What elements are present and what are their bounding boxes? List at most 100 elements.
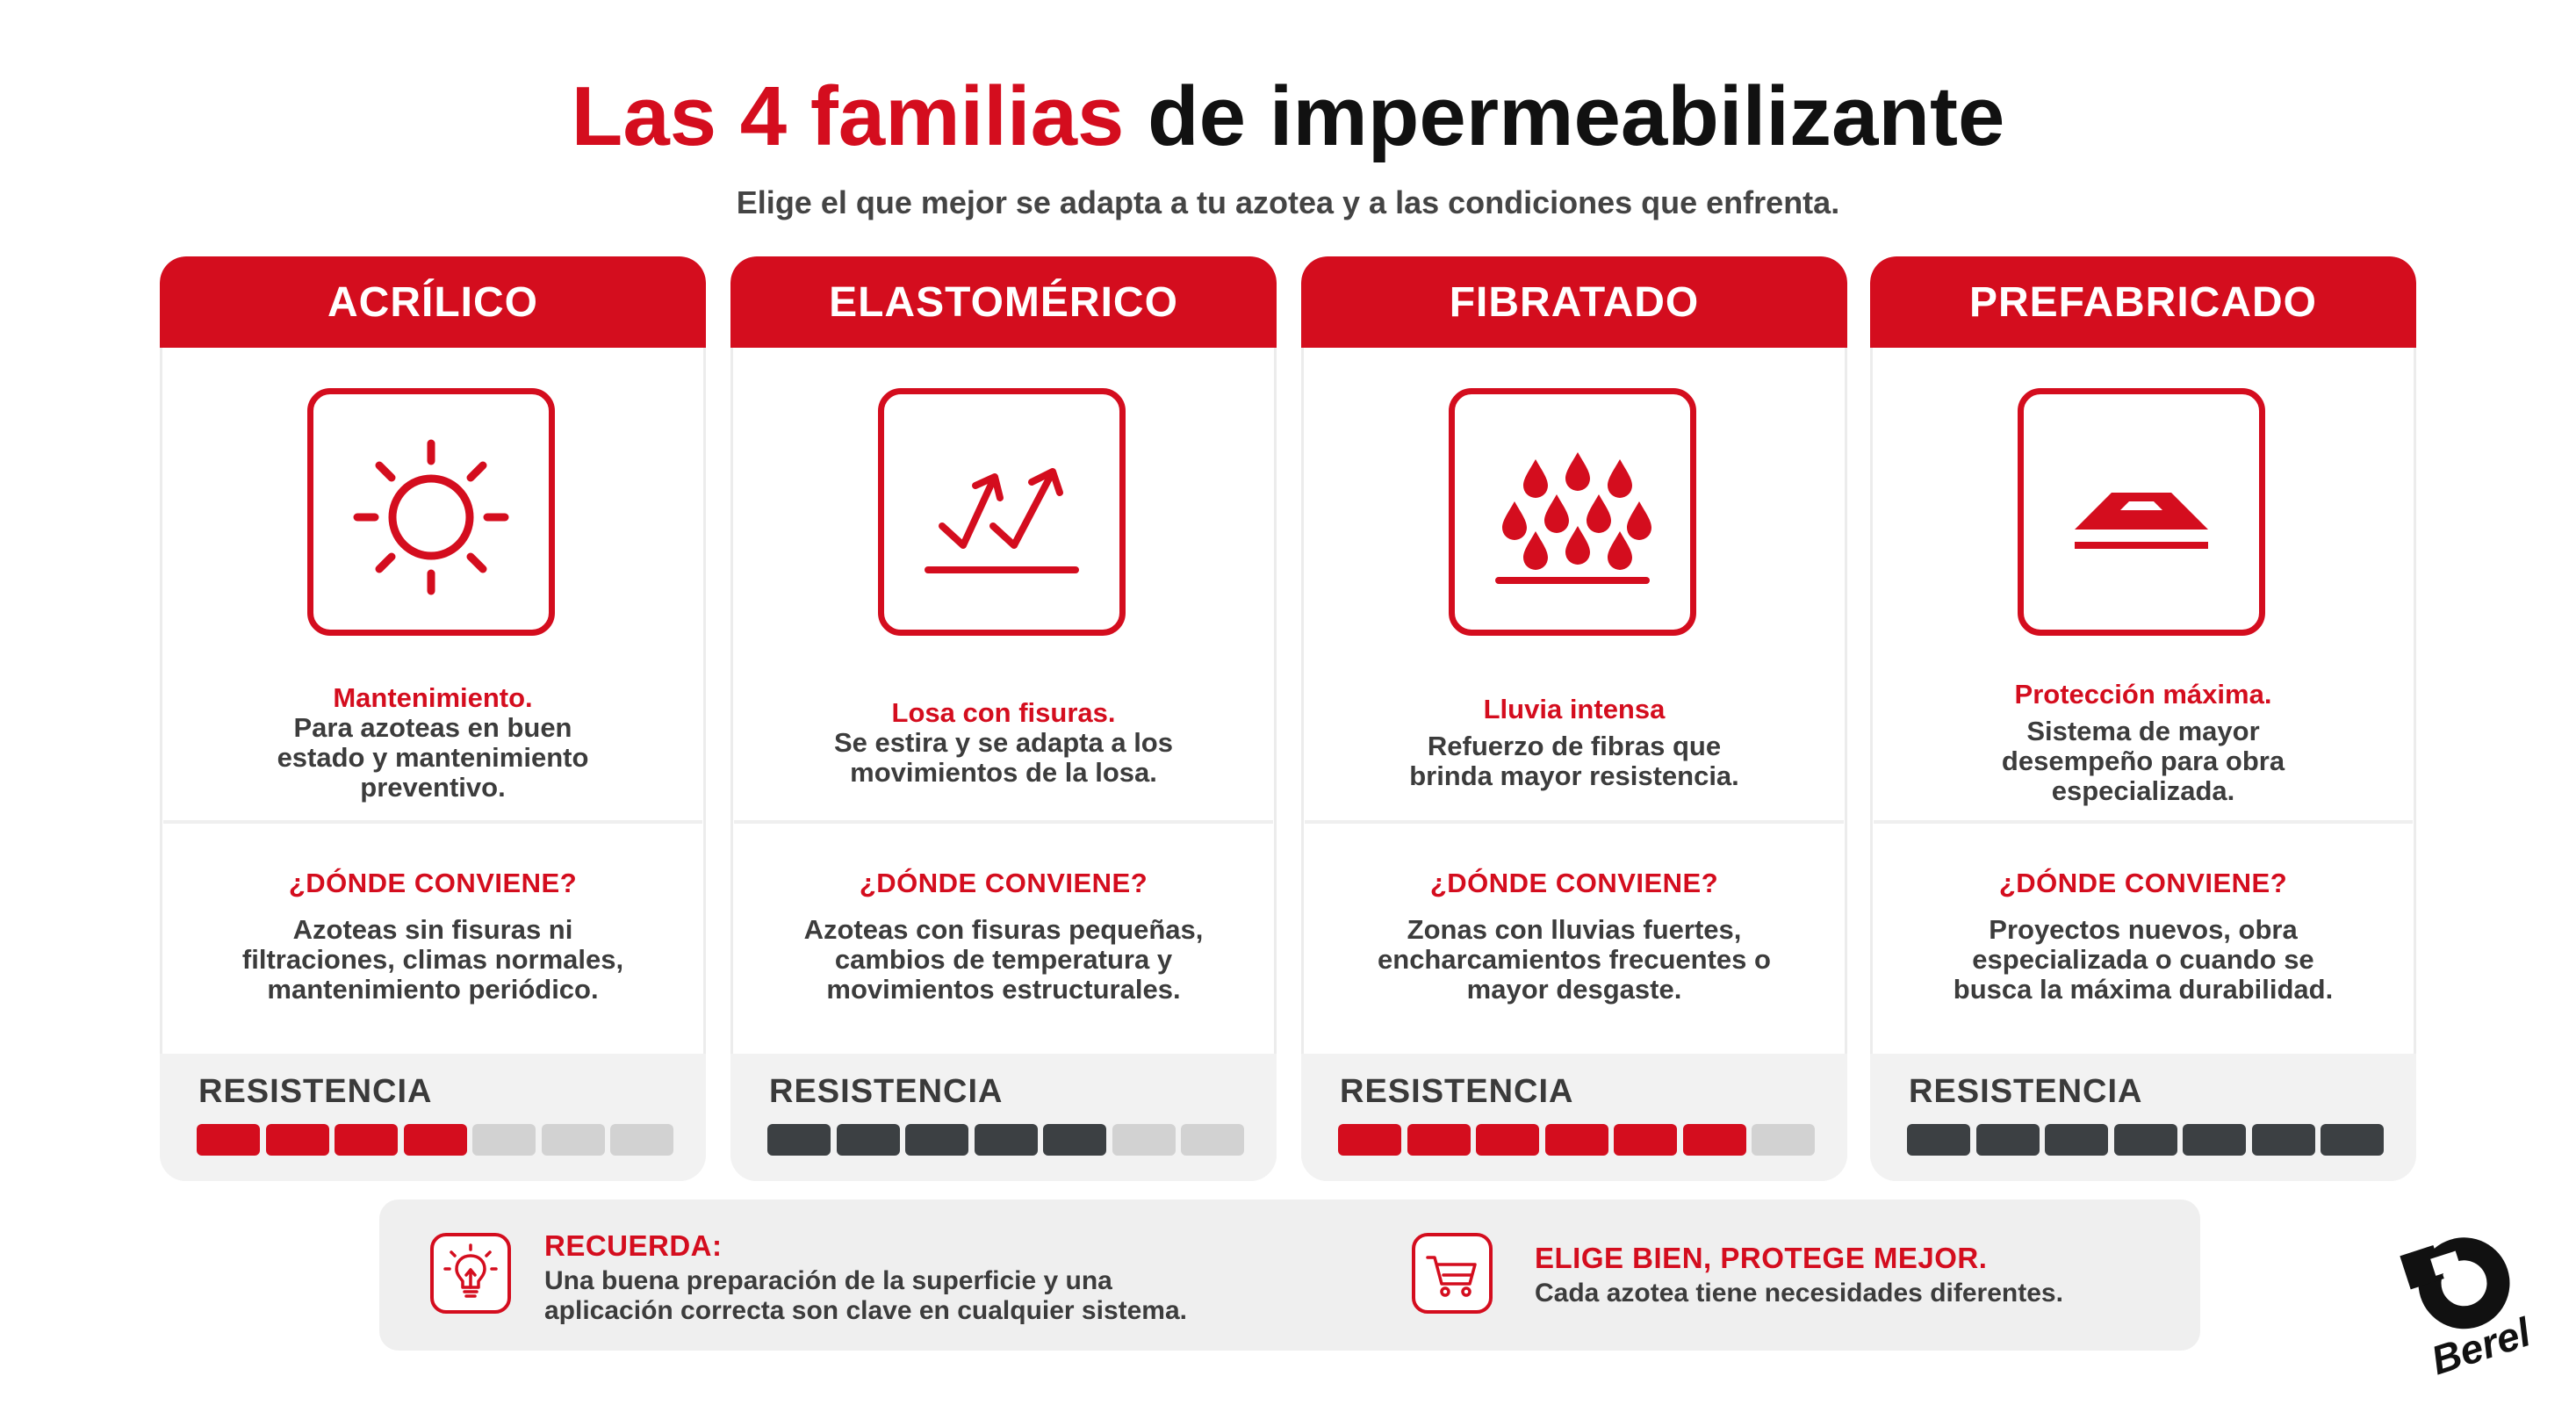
where-title: ¿DÓNDE CONVIENE? [288,868,578,898]
where-line: cambios de temperatura y [834,944,1173,975]
divider [734,820,1273,824]
resistance-segment [2113,1124,2177,1156]
resistance-segment [1181,1124,1244,1156]
card-description: Mantenimiento. Para azoteas en buen esta… [177,673,688,813]
resistance-segment [2321,1124,2384,1156]
divider [1874,820,2413,824]
resistance-panel: RESISTENCIA [730,1054,1277,1181]
card-description: Lluvia intensa Refuerzo de fibras que br… [1319,673,1830,813]
resistance-label: RESISTENCIA [1909,1073,2143,1110]
where-line: busca la máxima durabilidad. [1953,974,2334,1005]
resistance-segment [836,1124,900,1156]
resistance-segment [610,1124,673,1156]
resistance-meter [767,1124,1244,1156]
footer-left-line: aplicación correcta son clave en cualqui… [544,1296,1187,1325]
divider [163,820,702,824]
page-subtitle: Elige el que mejor se adapta a tu azotea… [736,184,1840,220]
footer-left-line: Una buena preparación de la superficie y… [544,1266,1112,1295]
where-line: especializada o cuando se [1972,944,2314,975]
card-fibratado: FIBRATADO Lluvia intensa Refuerzo de fib… [1301,256,1847,1181]
where-text: Azoteas con fisuras pequeñas, cambios de… [748,915,1259,1005]
resistance-panel: RESISTENCIA [1870,1054,2416,1181]
card-prefabricado: PREFABRICADO Protección máxima. Sistema … [1870,256,2416,1181]
resistance-meter [197,1124,673,1156]
card-description: Losa con fisuras. Se estira y se adapta … [748,673,1259,813]
resistance-segment [2183,1124,2246,1156]
where-line: Proyectos nuevos, obra [1989,914,2298,945]
where-text: Zonas con lluvias fuertes, encharcamient… [1319,915,1830,1005]
description-line: Refuerzo de fibras que [1427,731,1722,761]
footer-right-title: ELIGE BIEN, PROTEGE MEJOR. [1535,1242,1988,1274]
resistance-panel: RESISTENCIA [1301,1054,1847,1181]
where-text: Proyectos nuevos, obra especializada o c… [1888,915,2399,1005]
roof-icon [2018,388,2265,636]
divider [1305,820,1844,824]
resistance-segment [1476,1124,1539,1156]
footer-panel: RECUERDA: Una buena preparación de la su… [379,1200,2200,1351]
resistance-label: RESISTENCIA [1340,1073,1574,1110]
stretch-arrows-icon [878,388,1126,636]
resistance-segment [1407,1124,1471,1156]
resistance-segment [1907,1124,1970,1156]
resistance-segment [1112,1124,1176,1156]
description-line: brinda mayor resistencia. [1409,760,1739,791]
card-header: PREFABRICADO [1870,256,2416,348]
footer-left-title: RECUERDA: [544,1229,723,1262]
card-header: FIBRATADO [1301,256,1847,348]
resistance-segment [905,1124,968,1156]
card-highlight: Mantenimiento. [333,682,533,713]
resistance-label: RESISTENCIA [198,1073,433,1110]
resistance-segment [1544,1124,1608,1156]
description-line: estado y mantenimiento [277,742,589,773]
card-highlight: Protección máxima. [2014,679,2272,710]
resistance-segment [2045,1124,2108,1156]
description-line: movimientos de la losa. [850,757,1157,788]
card-acrilico: ACRÍLICO Mantenimiento. Para azoteas en … [160,256,706,1181]
where-line: Azoteas con fisuras pequeñas, [803,914,1204,945]
card-highlight: Losa con fisuras. [891,697,1116,728]
description-line: Sistema de mayor [2026,716,2260,746]
card-highlight: Lluvia intensa [1483,694,1666,724]
description-line: especializada. [2051,775,2235,806]
card-header: ELASTOMÉRICO [730,256,1277,348]
resistance-segment [1043,1124,1106,1156]
lightbulb-icon [430,1233,511,1314]
resistance-segment [197,1124,260,1156]
berel-logo-icon: Berel [2381,1215,2548,1383]
heavy-rain-icon [1449,388,1696,636]
description-line: Se estira y se adapta a los [834,727,1173,758]
where-line: filtraciones, climas normales, [241,944,624,975]
resistance-segment [974,1124,1038,1156]
resistance-segment [1752,1124,1815,1156]
where-line: mayor desgaste. [1466,974,1682,1005]
where-line: Azoteas sin fisuras ni [292,914,573,945]
resistance-segment [403,1124,467,1156]
resistance-segment [541,1124,605,1156]
resistance-segment [472,1124,536,1156]
page-title: Las 4 familias de impermeabilizante [0,68,2576,165]
where-title: ¿DÓNDE CONVIENE? [1998,868,2288,898]
footer-left-text: Una buena preparación de la superficie y… [544,1266,1187,1326]
card-description: Protección máxima. Sistema de mayor dese… [1888,673,2399,813]
where-line: mantenimiento periódico. [267,974,599,1005]
card-header: ACRÍLICO [160,256,706,348]
description-line: desempeño para obra [2001,746,2285,776]
page-title-highlight: Las 4 familias [571,69,1125,163]
resistance-meter [1907,1124,2384,1156]
footer-right-text: Cada azotea tiene necesidades diferentes… [1535,1279,2063,1308]
resistance-segment [335,1124,398,1156]
where-title: ¿DÓNDE CONVIENE? [859,868,1148,898]
where-title: ¿DÓNDE CONVIENE? [1429,868,1719,898]
resistance-meter [1338,1124,1815,1156]
where-line: Zonas con lluvias fuertes, [1407,914,1742,945]
where-text: Azoteas sin fisuras ni filtraciones, cli… [177,915,688,1005]
resistance-segment [1975,1124,2040,1156]
resistance-label: RESISTENCIA [769,1073,1004,1110]
cart-icon [1412,1233,1493,1314]
resistance-segment [1682,1124,1746,1156]
where-line: movimientos estructurales. [826,974,1181,1005]
description-line: preventivo. [360,772,506,803]
resistance-segment [2251,1124,2315,1156]
resistance-segment [265,1124,329,1156]
resistance-segment [767,1124,831,1156]
